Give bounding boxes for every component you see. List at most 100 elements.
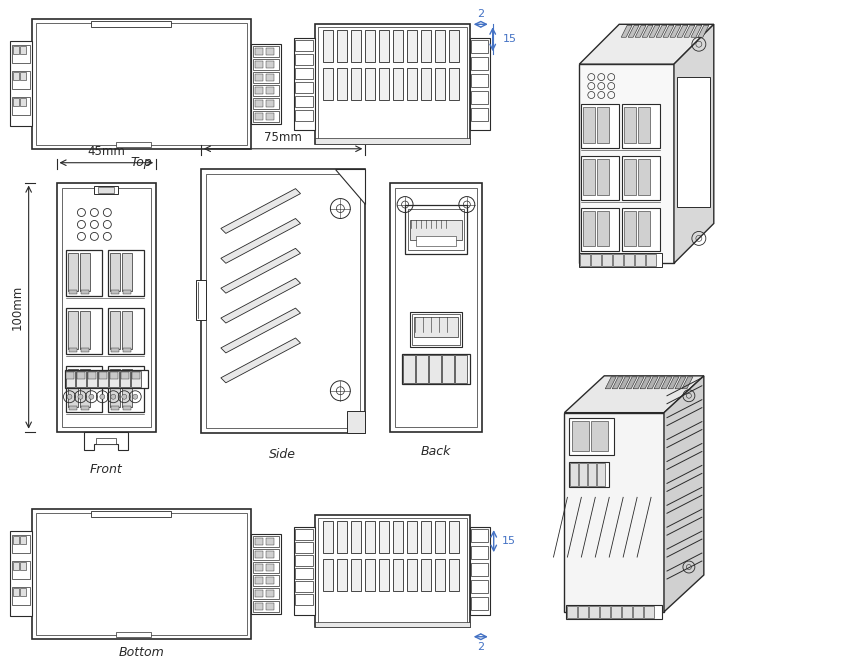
Bar: [449, 68, 459, 100]
Bar: [94, 186, 118, 194]
Bar: [638, 107, 650, 143]
Bar: [455, 355, 467, 383]
Text: 75mm: 75mm: [264, 131, 302, 144]
Bar: [410, 220, 462, 240]
Bar: [252, 536, 279, 547]
Bar: [624, 255, 634, 267]
Bar: [592, 421, 609, 450]
Bar: [646, 255, 656, 267]
Bar: [99, 186, 114, 192]
Bar: [581, 104, 619, 148]
Bar: [20, 588, 26, 596]
Bar: [471, 597, 488, 610]
Bar: [13, 536, 19, 544]
Bar: [31, 19, 251, 149]
Bar: [351, 68, 361, 100]
Bar: [122, 253, 133, 291]
Bar: [252, 111, 279, 122]
Bar: [449, 521, 459, 553]
Polygon shape: [221, 308, 301, 353]
Bar: [255, 100, 263, 107]
Bar: [572, 421, 589, 450]
Bar: [315, 622, 470, 627]
Polygon shape: [684, 25, 694, 37]
Bar: [622, 208, 660, 251]
Bar: [20, 98, 26, 106]
Bar: [266, 74, 274, 81]
Bar: [12, 45, 30, 63]
Bar: [66, 250, 102, 296]
Bar: [319, 27, 467, 141]
Bar: [69, 369, 78, 407]
Bar: [81, 369, 90, 407]
Bar: [252, 72, 279, 83]
Bar: [252, 549, 279, 560]
Bar: [622, 606, 632, 618]
Bar: [20, 46, 26, 54]
Bar: [366, 30, 375, 62]
Bar: [319, 518, 467, 624]
Polygon shape: [656, 25, 667, 37]
Bar: [36, 23, 246, 145]
Bar: [366, 68, 375, 100]
Circle shape: [89, 394, 94, 399]
Bar: [337, 521, 348, 553]
Bar: [581, 208, 619, 251]
Bar: [96, 438, 116, 444]
Bar: [12, 587, 30, 605]
Bar: [402, 354, 470, 384]
Polygon shape: [674, 24, 714, 263]
Polygon shape: [649, 25, 660, 37]
Bar: [570, 464, 578, 486]
Bar: [251, 44, 280, 124]
Bar: [416, 355, 428, 383]
Bar: [111, 290, 119, 294]
Bar: [435, 559, 445, 591]
Bar: [66, 308, 102, 354]
Bar: [295, 542, 314, 553]
Bar: [266, 48, 274, 55]
Bar: [580, 464, 587, 486]
Polygon shape: [221, 338, 301, 383]
Bar: [266, 100, 274, 107]
Bar: [122, 369, 133, 407]
Polygon shape: [691, 25, 702, 37]
Bar: [251, 534, 280, 614]
Bar: [266, 61, 274, 68]
Bar: [613, 255, 623, 267]
Bar: [323, 559, 333, 591]
Bar: [295, 110, 314, 121]
Polygon shape: [626, 377, 638, 389]
Bar: [252, 588, 279, 599]
Bar: [421, 68, 431, 100]
Bar: [421, 559, 431, 591]
Bar: [633, 606, 643, 618]
Bar: [394, 521, 403, 553]
Bar: [20, 562, 26, 570]
Bar: [65, 370, 148, 388]
Text: Side: Side: [269, 448, 296, 461]
Polygon shape: [654, 377, 665, 389]
Polygon shape: [221, 218, 301, 263]
Bar: [123, 348, 131, 352]
Bar: [583, 159, 595, 194]
Bar: [293, 38, 315, 130]
Bar: [589, 606, 599, 618]
Polygon shape: [668, 377, 679, 389]
Text: Front: Front: [90, 463, 122, 476]
Bar: [570, 418, 615, 456]
Polygon shape: [675, 377, 686, 389]
Bar: [471, 91, 488, 104]
Bar: [65, 371, 76, 387]
Bar: [70, 348, 77, 352]
Bar: [394, 30, 403, 62]
Polygon shape: [221, 248, 301, 293]
Polygon shape: [580, 64, 674, 263]
Bar: [110, 369, 120, 407]
Bar: [13, 72, 19, 80]
Bar: [9, 41, 31, 126]
Bar: [82, 405, 89, 409]
Polygon shape: [663, 25, 674, 37]
Bar: [99, 371, 108, 387]
Bar: [295, 82, 314, 93]
